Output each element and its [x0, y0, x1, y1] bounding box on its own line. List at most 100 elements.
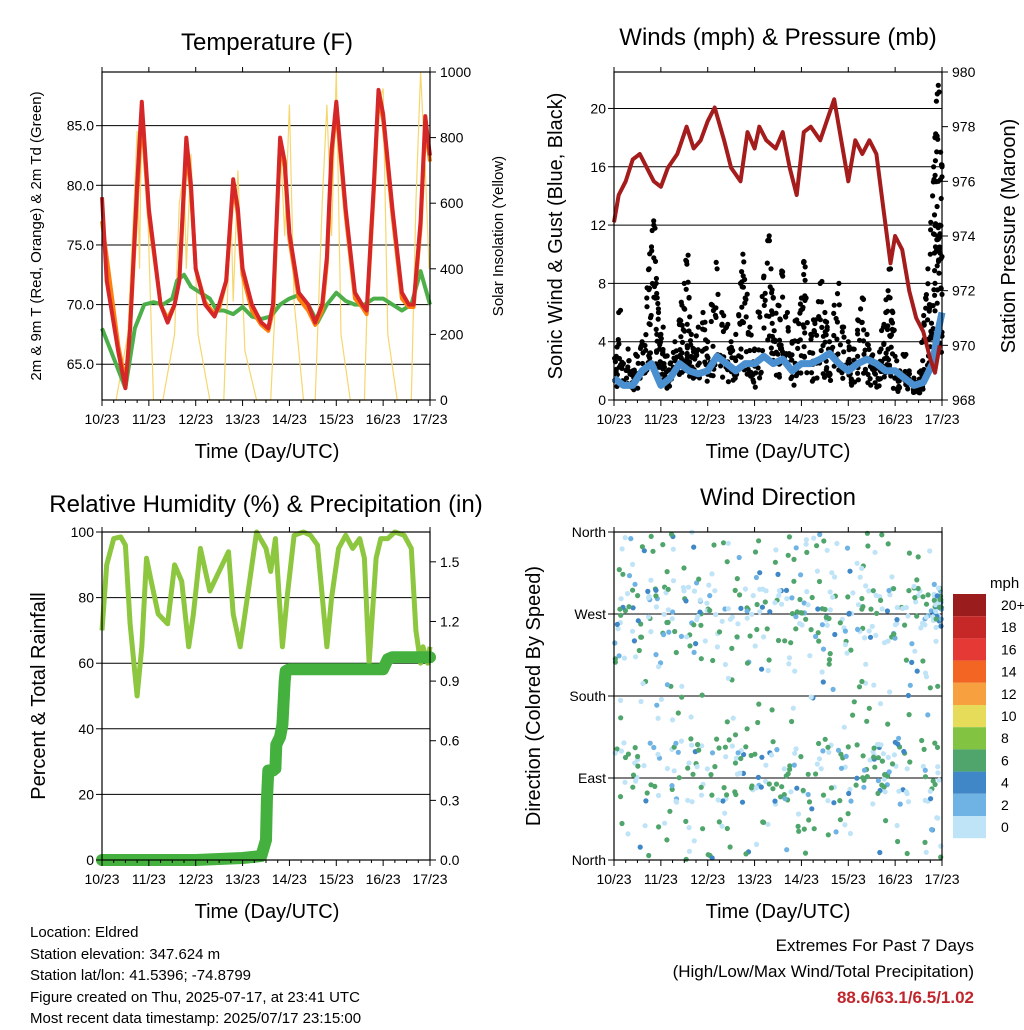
gust-point — [886, 266, 892, 272]
gust-point — [855, 370, 861, 376]
direction-point — [854, 775, 860, 781]
direction-point — [744, 726, 750, 732]
direction-point — [779, 601, 785, 607]
direction-point — [825, 832, 831, 838]
direction-point — [878, 597, 884, 604]
direction-point — [722, 810, 728, 816]
direction-point — [798, 572, 804, 578]
gust-point — [617, 307, 624, 313]
gust-point — [839, 324, 845, 330]
direction-point — [879, 606, 885, 612]
latlon-text: Station lat/lon: 41.5396; -74.8799 — [30, 967, 252, 984]
direction-point — [635, 593, 641, 599]
direction-point — [903, 789, 910, 795]
direction-point — [846, 610, 852, 616]
gust-point — [738, 346, 744, 352]
direction-point — [845, 811, 851, 817]
gust-point — [668, 360, 674, 366]
direction-point — [756, 701, 762, 707]
legend-label: 8 — [1001, 730, 1009, 746]
direction-point — [638, 634, 645, 640]
direction-point — [695, 741, 701, 748]
direction-point — [786, 655, 793, 661]
direction-point — [678, 738, 685, 744]
direction-point — [873, 632, 879, 639]
direction-point — [645, 588, 651, 595]
direction-point — [725, 606, 732, 612]
direction-point — [715, 797, 721, 803]
x-tick-label: 15/23 — [319, 871, 354, 887]
direction-point — [622, 535, 628, 541]
direction-point — [699, 743, 705, 749]
gust-point — [744, 291, 750, 297]
direction-point — [901, 748, 907, 755]
x-tick-label: 17/23 — [924, 871, 959, 887]
gust-point — [817, 317, 823, 323]
direction-point — [690, 771, 696, 777]
legend-unit: mph — [990, 575, 1019, 592]
precipitation-line — [96, 651, 436, 866]
temperature-panel: Temperature (F) 65.0 70.0 75.0 80.0 85.0 0 200… — [28, 29, 507, 463]
gust-point — [654, 290, 660, 297]
direction-point — [923, 601, 930, 607]
x-tick-label: 12/23 — [178, 871, 213, 887]
direction-point — [799, 622, 805, 628]
direction-point — [680, 585, 687, 591]
direction-point — [918, 625, 924, 631]
y-tick-label: North — [572, 852, 606, 868]
direction-point — [759, 604, 766, 610]
direction-point — [935, 815, 941, 821]
gust-point — [614, 344, 620, 350]
direction-point — [776, 588, 783, 594]
direction-point — [882, 772, 888, 778]
gust-point — [728, 339, 734, 345]
gust-point — [934, 149, 940, 155]
direction-point — [835, 747, 842, 753]
gust-point — [688, 331, 694, 337]
gust-point — [783, 352, 789, 358]
gust-point — [928, 335, 934, 341]
direction-point — [875, 778, 882, 784]
direction-point — [767, 609, 773, 615]
gust-point — [725, 379, 732, 385]
direction-point — [925, 712, 931, 718]
gust-point — [687, 359, 693, 365]
gust-point — [933, 98, 940, 104]
gust-point — [740, 319, 747, 326]
direction-point — [737, 770, 743, 776]
direction-point — [670, 578, 677, 584]
y-right-tick-label: 1000 — [440, 64, 471, 80]
gust-point — [769, 287, 775, 293]
gust-point — [787, 353, 793, 359]
direction-point — [799, 610, 805, 616]
gust-point — [854, 327, 861, 333]
direction-point — [903, 657, 910, 663]
gust-point — [931, 164, 937, 170]
direction-point — [724, 559, 730, 565]
y-right-tick-label: 974 — [952, 228, 976, 244]
gust-point — [932, 292, 938, 298]
direction-point — [825, 798, 831, 804]
y-tick-label: 80.0 — [67, 177, 94, 193]
direction-point — [826, 657, 833, 663]
direction-point — [789, 595, 795, 601]
direction-point — [824, 547, 830, 553]
gust-point — [688, 342, 694, 348]
gust-point — [773, 310, 779, 316]
direction-point — [750, 593, 756, 599]
location-text: Location: Eldred — [30, 924, 139, 941]
direction-point — [630, 587, 636, 593]
direction-point — [737, 592, 743, 598]
direction-point — [673, 649, 679, 656]
gust-point — [773, 349, 779, 355]
legend-label: 12 — [1001, 686, 1017, 702]
direction-point — [618, 697, 624, 704]
direction-point — [851, 699, 857, 705]
gust-point — [831, 310, 837, 316]
direction-point — [766, 781, 772, 787]
y-right-tick-label: 1.2 — [440, 613, 460, 629]
y-right-tick-label: 0.3 — [440, 792, 460, 808]
direction-point — [744, 615, 750, 621]
direction-point — [787, 763, 793, 769]
gust-point — [747, 324, 753, 330]
